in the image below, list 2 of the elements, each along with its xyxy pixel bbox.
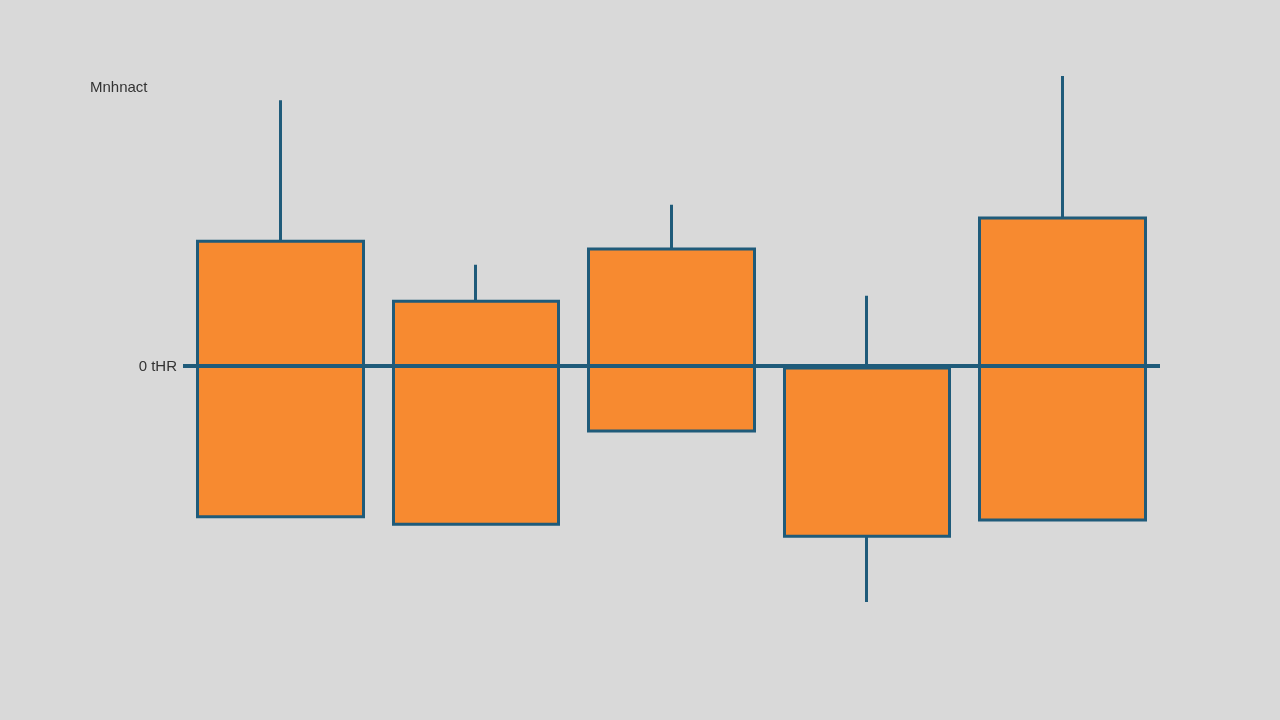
ref-line-label: 0 tHR: [138, 356, 178, 374]
y-axis-title: Mnhnact: [90, 78, 149, 95]
